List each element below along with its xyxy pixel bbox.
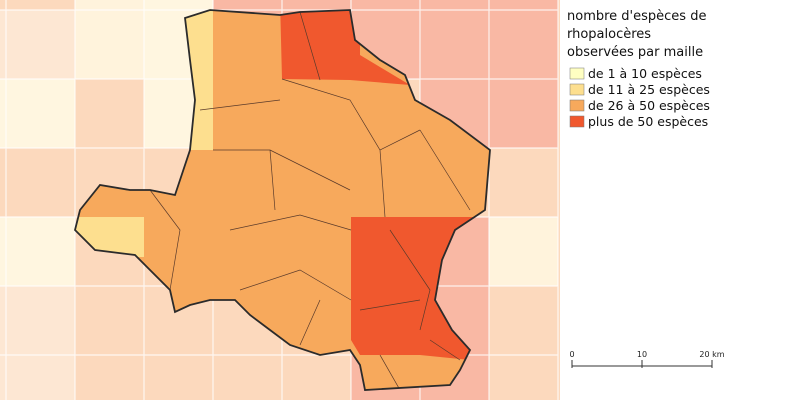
scale-label: 10 bbox=[637, 350, 647, 359]
legend-title: observées par maille bbox=[567, 45, 703, 60]
legend-swatch bbox=[569, 83, 585, 96]
legend: nombre d'espèces de rhopalocères observées… bbox=[567, 9, 710, 129]
legend-title: rhopalocères bbox=[567, 27, 651, 42]
legend-swatch bbox=[569, 99, 585, 112]
scale-label: 20 km bbox=[699, 350, 724, 359]
legend-swatch bbox=[569, 67, 585, 80]
department-outline bbox=[74, 9, 491, 391]
legend-swatch bbox=[569, 115, 585, 128]
legend-label: de 1 à 10 espèces bbox=[588, 66, 702, 81]
legend-label: plus de 50 espèces bbox=[588, 114, 708, 129]
legend-label: de 11 à 25 espèces bbox=[588, 82, 710, 97]
scale-bar: 0 10 20 km bbox=[569, 350, 725, 368]
legend-label: de 26 à 50 espèces bbox=[588, 98, 710, 113]
scale-label: 0 bbox=[569, 350, 574, 359]
legend-title: nombre d'espèces de bbox=[567, 9, 706, 24]
